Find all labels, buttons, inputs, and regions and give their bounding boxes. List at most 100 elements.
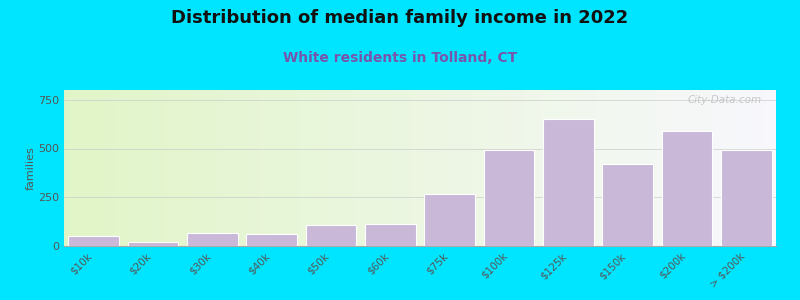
Bar [513, 90, 515, 246]
Bar [598, 90, 600, 246]
Bar [130, 90, 133, 246]
Bar [702, 90, 705, 246]
Bar [489, 90, 491, 246]
Bar [465, 90, 467, 246]
Bar [318, 90, 320, 246]
Bar [629, 90, 631, 246]
Bar [314, 90, 315, 246]
Bar [520, 90, 522, 246]
Bar [738, 90, 740, 246]
Bar [351, 90, 354, 246]
Bar [741, 90, 742, 246]
Bar [742, 90, 745, 246]
Bar [109, 90, 111, 246]
Bar [719, 90, 722, 246]
Bar [66, 90, 69, 246]
Bar [194, 90, 197, 246]
Bar [555, 90, 558, 246]
Bar [705, 90, 707, 246]
Bar [81, 90, 83, 246]
Bar [729, 90, 731, 246]
Bar [311, 90, 314, 246]
Bar [290, 90, 292, 246]
Bar [553, 90, 555, 246]
Bar [99, 90, 102, 246]
Bar [78, 90, 81, 246]
Bar [249, 90, 251, 246]
Bar [327, 90, 330, 246]
Bar [187, 90, 190, 246]
Bar [182, 90, 185, 246]
Bar [138, 90, 140, 246]
Bar [472, 90, 474, 246]
Bar [292, 90, 294, 246]
Bar [230, 90, 233, 246]
Bar [759, 90, 762, 246]
Bar [667, 90, 669, 246]
Bar [214, 90, 216, 246]
Bar [482, 90, 484, 246]
Bar [306, 224, 356, 246]
Bar [375, 90, 378, 246]
Bar [282, 90, 285, 246]
Bar [503, 90, 506, 246]
Bar [506, 90, 508, 246]
Bar [762, 90, 764, 246]
Bar [439, 90, 442, 246]
Bar [425, 90, 427, 246]
Bar [209, 90, 211, 246]
Bar [550, 90, 553, 246]
Bar [157, 90, 159, 246]
Bar [256, 90, 258, 246]
Bar [458, 90, 460, 246]
Bar [197, 90, 199, 246]
Bar [302, 90, 304, 246]
Bar [695, 90, 698, 246]
Bar [398, 90, 401, 246]
Bar [287, 90, 290, 246]
Bar [420, 90, 422, 246]
Bar [190, 90, 192, 246]
Bar [147, 90, 150, 246]
Bar [354, 90, 356, 246]
Bar [572, 90, 574, 246]
Bar [584, 90, 586, 246]
Bar [332, 90, 334, 246]
Bar [624, 90, 626, 246]
Bar [216, 90, 218, 246]
Bar [442, 90, 444, 246]
Bar [275, 90, 278, 246]
Bar [337, 90, 339, 246]
Bar [69, 236, 119, 246]
Bar [570, 90, 572, 246]
Bar [648, 90, 650, 246]
Bar [240, 90, 242, 246]
Bar [366, 90, 368, 246]
Bar [140, 90, 142, 246]
Bar [413, 90, 415, 246]
Bar [270, 90, 273, 246]
Bar [582, 90, 584, 246]
Bar [226, 90, 228, 246]
Bar [681, 90, 683, 246]
Bar [365, 224, 415, 246]
Bar [602, 90, 605, 246]
Bar [88, 90, 90, 246]
Bar [596, 90, 598, 246]
Bar [460, 90, 462, 246]
Bar [185, 90, 187, 246]
Bar [202, 90, 204, 246]
Bar [403, 90, 406, 246]
Bar [169, 90, 171, 246]
Bar [389, 90, 391, 246]
Bar [102, 90, 104, 246]
Bar [187, 233, 238, 246]
Bar [567, 90, 570, 246]
Bar [700, 90, 702, 246]
Bar [548, 90, 550, 246]
Bar [349, 90, 351, 246]
Bar [525, 90, 526, 246]
Bar [76, 90, 78, 246]
Bar [218, 90, 221, 246]
Bar [736, 90, 738, 246]
